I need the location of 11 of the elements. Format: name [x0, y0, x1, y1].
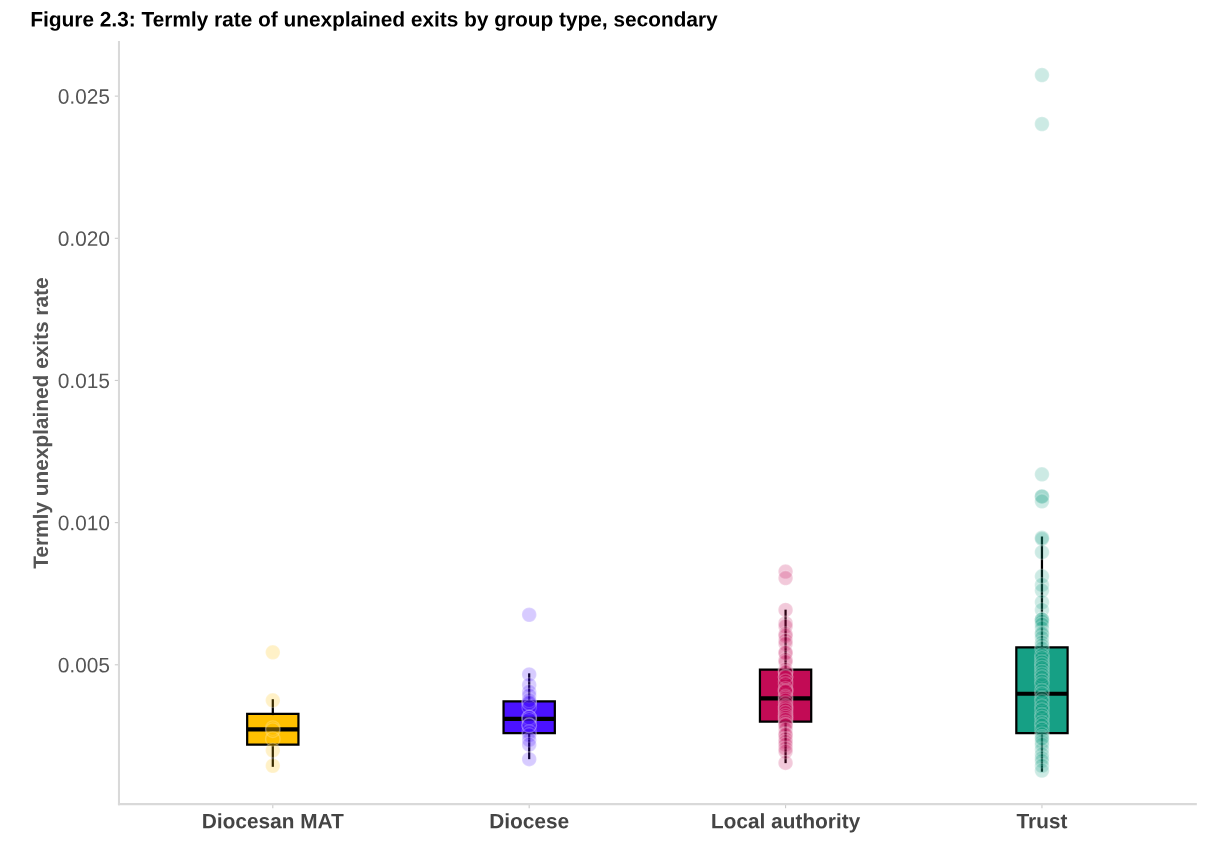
x-tick-label: Diocese [490, 813, 569, 829]
y-tick-label: 0.005 [58, 657, 110, 673]
y-tick-label: 0.015 [58, 373, 110, 389]
chart-title: Figure 2.3: Termly rate of unexplained exits by group type, secondary [31, 11, 718, 31]
y-tick-label: 0.025 [58, 89, 110, 104]
y-tick-label: 0.020 [58, 231, 110, 247]
y-axis-title: Termly unexplained exits rate [32, 278, 53, 569]
y-tick-label: 0.010 [58, 515, 110, 531]
x-tick-label: Local authority [712, 813, 861, 833]
x-tick-label: Diocesan MAT [203, 813, 344, 829]
x-tick-label: Trust [1016, 813, 1068, 829]
